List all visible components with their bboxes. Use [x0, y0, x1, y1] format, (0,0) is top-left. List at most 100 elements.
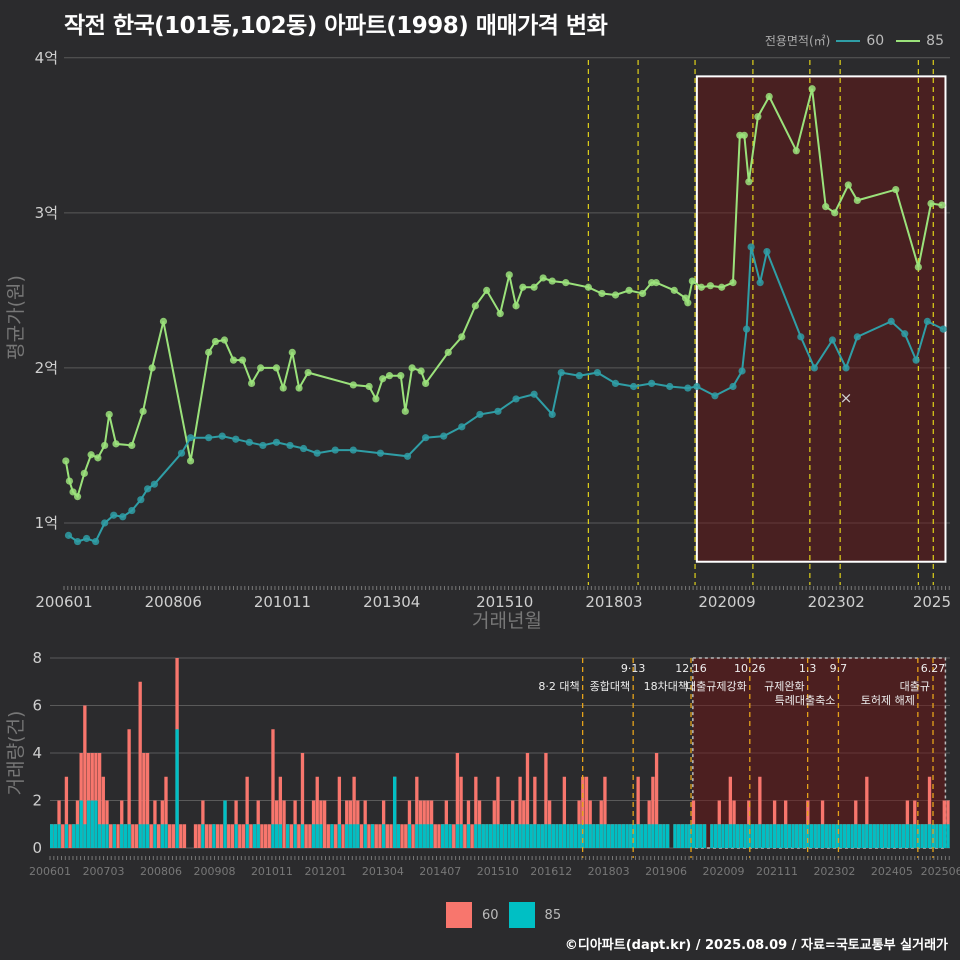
bar-85-242	[942, 824, 946, 848]
bar-85-191	[754, 824, 758, 848]
annotation-date-1: 9·13	[621, 662, 646, 675]
point-85-17	[220, 336, 229, 344]
bar-85-154	[618, 824, 622, 848]
bar-x-tick-label-10: 201803	[588, 865, 630, 878]
annotation-date-4: 1.3	[799, 662, 817, 675]
bar-60-111	[459, 776, 463, 848]
bar-85-197	[776, 824, 780, 848]
bar-85-208	[817, 824, 821, 848]
annotation-label-5: 특례대출축소	[775, 694, 836, 707]
bar-60-43	[208, 824, 212, 848]
bar-85-110	[455, 824, 460, 848]
point-85-15	[205, 348, 213, 356]
bar-85-4	[64, 824, 69, 848]
bar-85-185	[732, 824, 736, 848]
point-85-47	[548, 277, 556, 285]
point-85-58	[684, 299, 692, 307]
bar-60-70	[308, 824, 312, 848]
legend-label-60: 60	[866, 32, 885, 49]
point-60-19	[286, 441, 294, 450]
bar-85-157	[629, 824, 633, 848]
point-85-10	[128, 441, 136, 450]
point-85-77	[927, 199, 935, 208]
bar-legend-label-85: 85	[544, 907, 562, 923]
bar-85-127	[518, 824, 522, 848]
point-85-51	[611, 291, 620, 299]
bar-85-212	[831, 824, 836, 848]
bar-85-135	[547, 824, 552, 848]
annotation-label-2: 18차대책	[644, 680, 688, 693]
point-60-32	[530, 390, 538, 398]
footer-credit: ©디아파트(dapt.kr) / 2025.08.09 / 자료=국토교통부 실…	[564, 938, 948, 953]
x-tick-label-6: 202009	[698, 593, 755, 611]
bar-60-9	[83, 705, 87, 848]
legend-swatch-60	[836, 39, 861, 42]
bar-60-63	[282, 800, 286, 848]
point-85-48	[562, 279, 570, 287]
bar-x-tick-label-11: 201906	[645, 865, 687, 878]
bar-x-tick-label-0: 200601	[29, 865, 71, 878]
bar-60-114	[470, 824, 474, 848]
annotation-date-7: 6.27	[921, 662, 946, 675]
bar-85-203	[798, 824, 803, 848]
bar-85-221	[865, 824, 869, 848]
bar-85-14	[101, 824, 105, 848]
bar-85-150	[603, 824, 607, 848]
y-axis-title: 평균가(원)	[5, 275, 27, 360]
point-85-29	[372, 395, 380, 403]
bar-85-13	[97, 824, 102, 848]
bar-85-85	[363, 824, 367, 848]
bar-85-76	[330, 824, 334, 848]
point-60-55	[887, 317, 895, 325]
bar-85-34	[175, 729, 179, 848]
bar-85-121	[496, 824, 500, 848]
bar-y-tick-label-3: 6	[32, 697, 42, 715]
bar-60-21	[127, 729, 131, 848]
bar-60-105	[437, 824, 441, 848]
bar-85-68	[300, 824, 305, 848]
point-60-39	[648, 379, 656, 388]
bar-85-100	[418, 824, 423, 848]
bar-85-19	[120, 824, 124, 848]
bar-x-tick-label-12: 202009	[702, 865, 744, 878]
point-60-56	[901, 330, 909, 338]
series-85	[62, 85, 946, 501]
bar-60-59	[267, 824, 271, 848]
point-85-44	[519, 283, 527, 291]
bar-60-31	[164, 776, 168, 848]
bar-60-16	[109, 824, 113, 848]
point-85-61	[706, 282, 715, 290]
bar-60-45	[215, 824, 220, 848]
point-85-7	[101, 441, 109, 450]
bar-85-202	[795, 824, 799, 848]
point-85-68	[765, 92, 773, 101]
bar-85-162	[647, 824, 651, 848]
bar-85-83	[356, 824, 360, 848]
bar-85-20	[123, 824, 128, 848]
point-60-20	[299, 444, 308, 453]
bar-85-163	[651, 824, 655, 848]
legend-swatch-85	[896, 39, 921, 42]
bar-85-87	[370, 824, 375, 848]
point-60-33	[548, 410, 556, 419]
bar-85-1	[53, 824, 58, 848]
bar-60-99	[415, 776, 419, 848]
point-85-43	[512, 302, 520, 310]
bar-85-50	[234, 824, 238, 848]
point-60-57	[912, 356, 920, 364]
annotation-date-3: 10.26	[734, 662, 766, 675]
point-60-21	[313, 449, 321, 457]
point-60-13	[205, 434, 213, 442]
bar-60-145	[584, 776, 589, 848]
point-60-29	[476, 410, 484, 419]
point-60-22	[331, 446, 339, 454]
bar-60-40	[197, 824, 201, 848]
bar-85-183	[725, 824, 729, 848]
bar-85-193	[761, 824, 766, 848]
bar-y-tick-label-0: 0	[32, 839, 42, 857]
bar-85-138	[559, 824, 563, 848]
bar-85-53	[245, 824, 249, 848]
bar-85-82	[352, 824, 356, 848]
bar-60-46	[219, 824, 223, 848]
point-60-12	[186, 434, 195, 442]
